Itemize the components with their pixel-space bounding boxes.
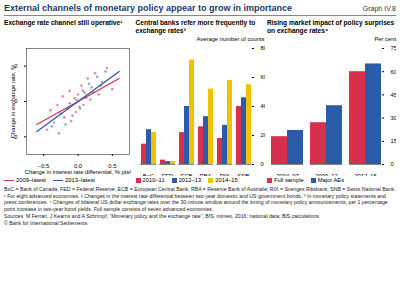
html-text:Graph IV.8: Graph IV.8 (362, 5, 396, 12)
svg-text:0.0: 0.0 (74, 162, 82, 169)
svg-text:RIX: RIX (219, 173, 229, 176)
svg-text:SNB: SNB (237, 173, 249, 176)
html-text:¹ For eight advanced economies: ¹ For eight advanced economies. ² Change… (4, 193, 388, 212)
svg-text:20: 20 (260, 132, 265, 138)
svg-text:0: 0 (260, 161, 263, 167)
html-text:Major AEs: Major AEs (317, 177, 345, 183)
svg-text:80: 80 (260, 45, 265, 51)
html-text:2012–13: 2012–13 (178, 177, 202, 183)
svg-text:0.5: 0.5 (108, 162, 117, 169)
html-text:Average number of counts: Average number of counts (196, 36, 265, 42)
svg-text:0: 0 (14, 98, 18, 105)
svg-text:75: 75 (391, 45, 397, 51)
svg-text:2012–15: 2012–15 (354, 173, 377, 176)
html-text:Exchange rate channel still op: Exchange rate channel still operative¹ (4, 19, 123, 26)
svg-text:Change in exchange rate, %: Change in exchange rate, % (10, 65, 16, 138)
svg-text:2009–12: 2009–12 (315, 173, 338, 176)
html-text:2009–latest: 2009–latest (16, 177, 46, 183)
svg-text:–0.5: –0.5 (38, 162, 50, 169)
html-text:Per cent: Per cent (374, 36, 396, 42)
svg-text:FED: FED (161, 173, 173, 176)
html-text:© Bank for International Settl: © Bank for International Settlements (4, 220, 88, 227)
html-text:Full sample: Full sample (274, 177, 304, 183)
svg-text:2004–07: 2004–07 (276, 173, 299, 176)
svg-text:0: 0 (391, 161, 394, 167)
svg-text:2: 2 (14, 63, 18, 69)
svg-text:30: 30 (391, 115, 397, 121)
svg-text:40: 40 (260, 103, 265, 109)
html-text:External channels of monetary: External channels of monetary policy app… (4, 3, 293, 13)
html-text:2014–15: 2014–15 (215, 177, 238, 183)
html-text:2010–11: 2010–11 (142, 177, 165, 183)
svg-text:60: 60 (391, 69, 397, 75)
html-text:Sources: M Ferrari, J Kearns a: Sources: M Ferrari, J Kearns and A Schri… (4, 212, 321, 219)
html-text:Central banks refer more frequ: Central banks refer more frequently to e… (135, 19, 256, 34)
html-text:Rising market impact of policy: Rising market impact of policy surprises… (267, 19, 395, 34)
svg-text:Change in interest rate differ: Change in interest rate differential, % … (25, 169, 132, 175)
svg-text:RBA: RBA (199, 173, 211, 176)
svg-text:BoC: BoC (142, 173, 153, 176)
svg-text:60: 60 (260, 74, 265, 80)
html-text:2013–latest: 2013–latest (65, 177, 95, 183)
svg-text:15: 15 (391, 138, 397, 144)
html-text:BoC = Bank of Canada; FED = Fe: BoC = Bank of Canada; FED = Federal Rese… (4, 186, 396, 192)
svg-text:45: 45 (391, 92, 397, 98)
svg-text:ECB: ECB (180, 173, 192, 176)
